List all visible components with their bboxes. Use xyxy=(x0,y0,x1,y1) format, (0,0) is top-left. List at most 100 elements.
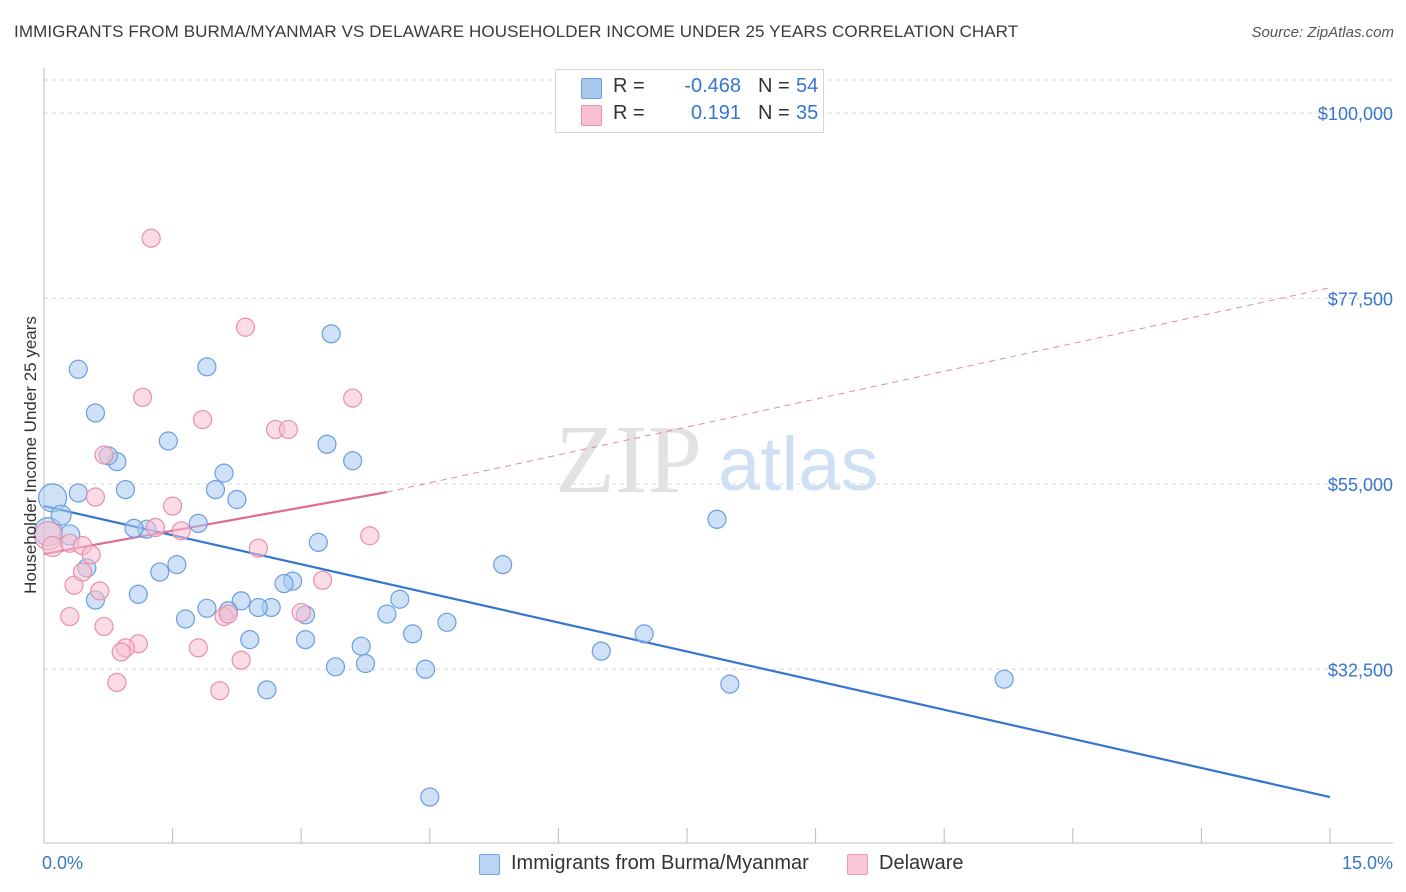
data-point-delaware xyxy=(218,604,238,624)
data-point-burma xyxy=(325,657,346,677)
data-point-delaware xyxy=(141,228,161,248)
data-point-burma xyxy=(85,403,106,423)
data-point-burma xyxy=(403,624,423,644)
y-tick-label: $32,500 xyxy=(1328,660,1393,680)
legend-r-value: 0.191 xyxy=(690,102,741,124)
x-tick-label: 0.0% xyxy=(42,853,83,873)
watermark-atlas: atlas xyxy=(718,422,879,507)
legend-r-label: R = xyxy=(613,75,645,97)
chart-title: IMMIGRANTS FROM BURMA/MYANMAR VS DELAWAR… xyxy=(14,22,1019,41)
data-point-burma xyxy=(994,669,1014,689)
data-point-burma xyxy=(707,509,727,529)
y-tick-label: $100,000 xyxy=(1318,104,1393,124)
data-point-delaware xyxy=(193,409,213,430)
bottom-legend-swatch-delaware xyxy=(847,854,868,875)
data-point-burma xyxy=(390,589,410,609)
data-point-burma xyxy=(240,630,260,650)
data-point-burma xyxy=(317,434,337,454)
data-point-burma xyxy=(257,680,277,700)
source-note: Source: ZipAtlas.com xyxy=(1251,24,1394,41)
gridlines xyxy=(44,79,1393,670)
data-point-burma xyxy=(634,624,654,644)
data-point-burma xyxy=(437,612,457,632)
data-point-burma xyxy=(343,451,363,471)
data-points xyxy=(33,228,1014,807)
data-point-delaware xyxy=(85,487,106,507)
data-point-burma xyxy=(68,359,88,379)
data-point-burma xyxy=(321,324,341,344)
data-point-delaware xyxy=(94,616,114,637)
data-point-delaware xyxy=(291,602,311,623)
data-point-burma xyxy=(188,513,208,534)
legend-n-value: 35 xyxy=(796,102,819,124)
data-point-burma xyxy=(351,636,371,656)
data-point-burma xyxy=(227,489,247,510)
data-point-delaware xyxy=(41,535,64,558)
legend-n-label: N = xyxy=(758,102,790,124)
data-point-delaware xyxy=(107,672,127,693)
data-point-burma xyxy=(50,504,72,526)
legend-swatch-delaware xyxy=(581,105,602,126)
trend-line-burma xyxy=(43,505,1331,799)
data-point-delaware xyxy=(163,496,183,516)
data-point-burma xyxy=(128,584,148,604)
data-point-burma xyxy=(68,483,88,503)
data-point-burma xyxy=(197,598,217,618)
data-point-burma xyxy=(493,555,513,575)
data-point-burma xyxy=(248,597,268,618)
data-point-burma xyxy=(377,604,397,624)
data-point-delaware xyxy=(313,570,333,590)
data-point-burma xyxy=(295,630,316,650)
tick-labels: $100,000 $77,500 $55,000 $32,500 0.0% 15.0% xyxy=(42,104,1393,873)
legend-n-value: 54 xyxy=(796,75,819,97)
legend-r-label: R = xyxy=(613,102,645,124)
data-point-burma xyxy=(167,555,187,575)
data-point-delaware xyxy=(145,517,166,538)
bottom-legend-label-delaware: Delaware xyxy=(879,852,964,874)
x-tick-label: 15.0% xyxy=(1342,853,1393,873)
data-point-delaware xyxy=(111,642,131,662)
watermark-zip: ZIP xyxy=(555,406,702,514)
data-point-delaware xyxy=(210,681,230,701)
data-point-burma xyxy=(308,532,328,552)
data-point-delaware xyxy=(188,638,208,658)
data-point-burma xyxy=(197,357,217,377)
data-point-burma xyxy=(720,674,740,694)
data-point-delaware xyxy=(81,545,101,565)
y-tick-label: $77,500 xyxy=(1328,289,1393,309)
data-point-burma xyxy=(115,480,136,500)
data-point-burma xyxy=(274,573,294,594)
data-point-delaware xyxy=(171,521,191,541)
data-point-delaware xyxy=(248,538,268,558)
data-point-burma xyxy=(205,480,226,500)
data-point-burma xyxy=(158,431,178,451)
data-point-delaware xyxy=(235,317,256,337)
legend-swatch-burma xyxy=(581,78,602,99)
legend-n-label: N = xyxy=(758,75,790,97)
trend-lines xyxy=(43,287,1331,799)
legend-r-value: -0.468 xyxy=(684,75,741,97)
data-point-delaware xyxy=(90,581,110,601)
data-point-delaware xyxy=(278,419,298,440)
data-point-burma xyxy=(420,787,440,807)
axes xyxy=(43,68,1393,844)
y-tick-label: $55,000 xyxy=(1328,475,1393,495)
data-point-burma xyxy=(175,609,196,629)
data-point-burma xyxy=(124,518,144,538)
data-point-delaware xyxy=(60,606,80,627)
trend-line-delaware-extension xyxy=(386,287,1331,493)
bottom-legend-swatch-burma xyxy=(479,854,500,875)
data-point-delaware xyxy=(343,388,363,408)
trend-line-delaware xyxy=(43,491,388,555)
data-point-burma xyxy=(231,591,251,611)
y-axis-label: Householder Income Under 25 years xyxy=(21,316,40,594)
data-point-burma xyxy=(214,463,234,483)
data-point-burma xyxy=(355,653,376,674)
data-point-burma xyxy=(415,659,436,679)
correlation-legend: R = -0.468 N = 54 R = 0.191 N = 35 xyxy=(555,69,824,133)
data-point-delaware xyxy=(231,650,251,670)
bottom-legend-label-burma: Immigrants from Burma/Myanmar xyxy=(511,852,809,874)
watermark: ZIP atlas xyxy=(555,406,879,514)
data-point-burma xyxy=(591,641,611,661)
